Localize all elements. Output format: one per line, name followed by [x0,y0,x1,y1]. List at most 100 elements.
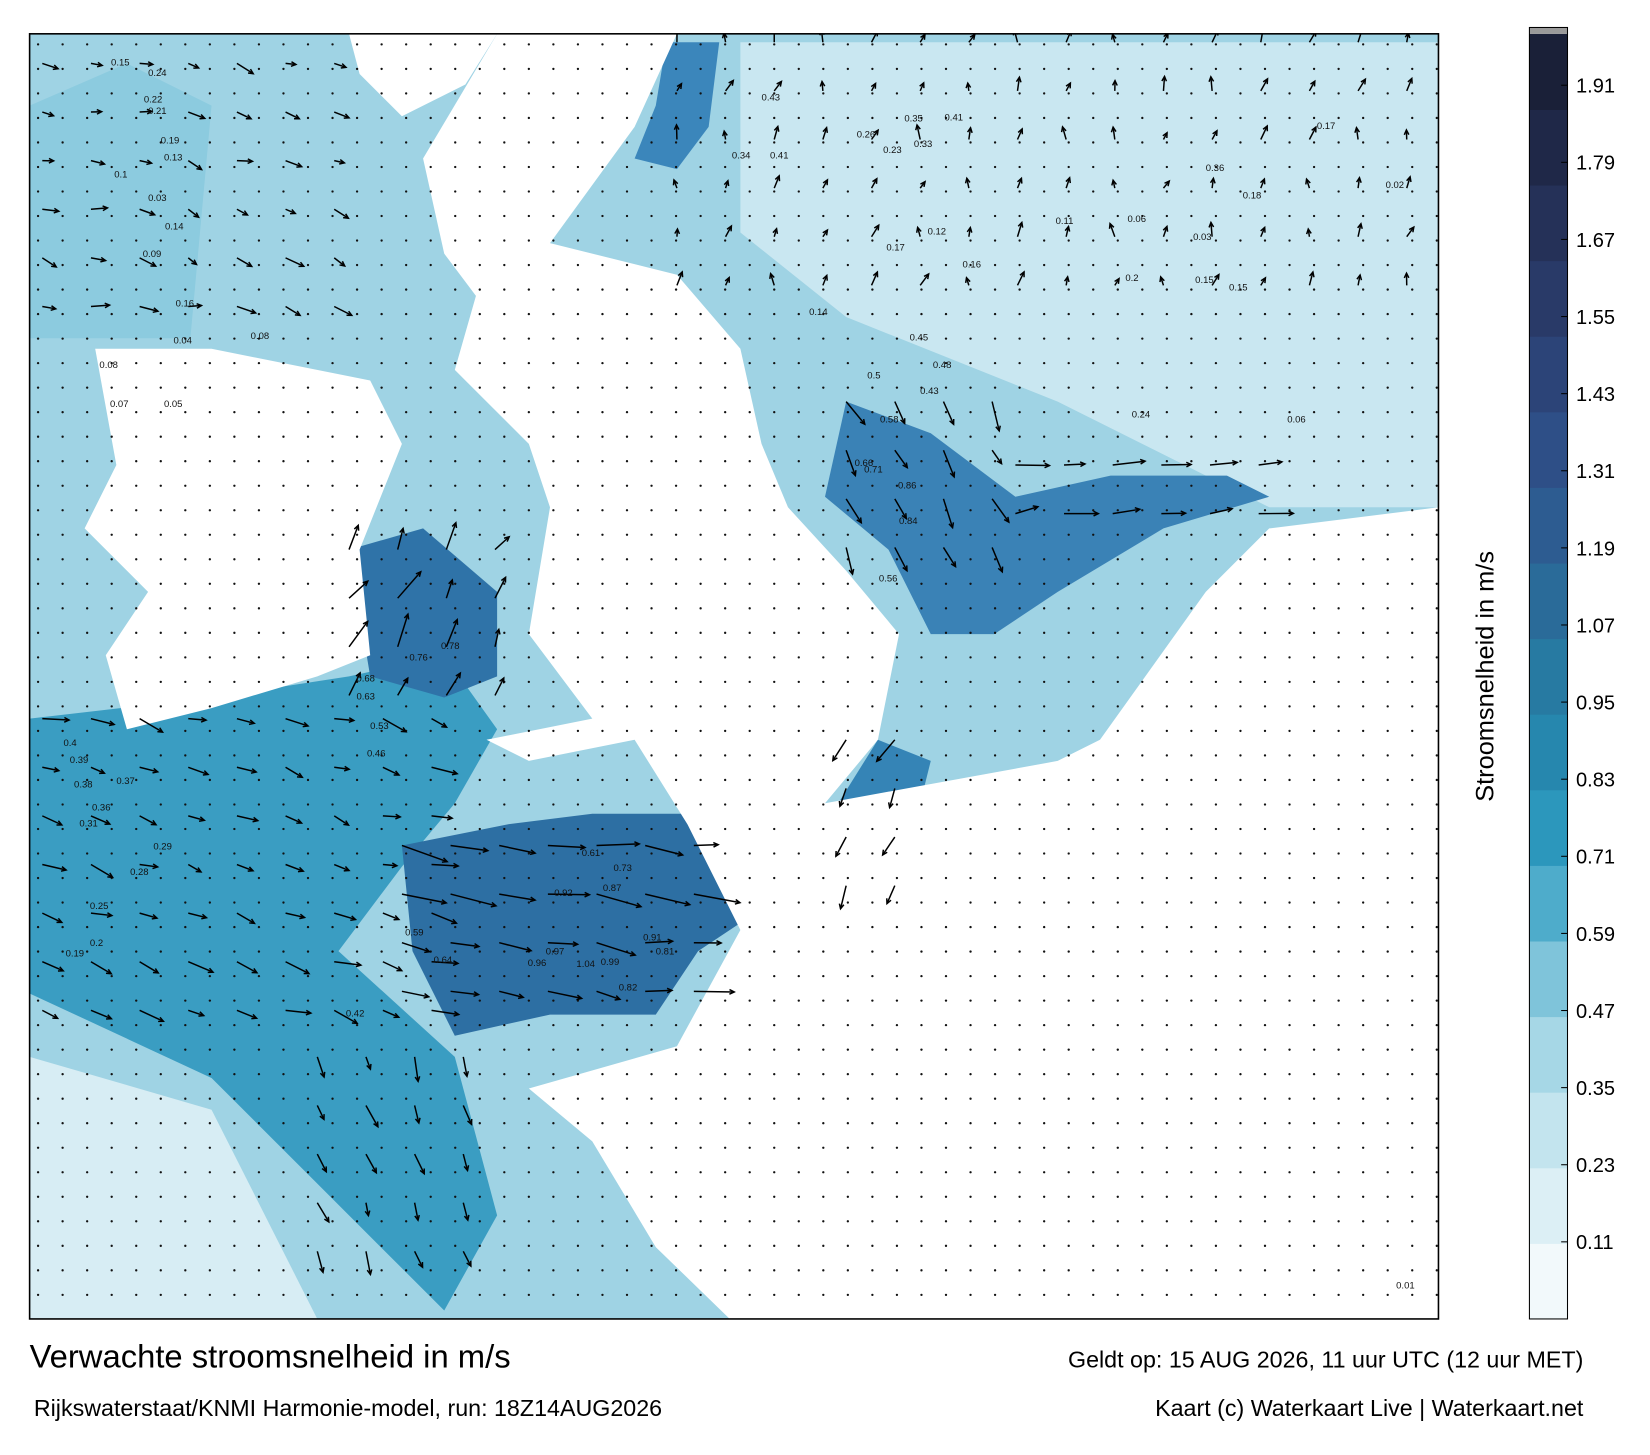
grid-dot [380,92,382,94]
grid-dot [184,607,186,609]
grid-dot [994,975,996,977]
grid-dot [1411,411,1413,413]
grid-dot [896,877,898,879]
grid-dot [1117,190,1119,192]
grid-dot [282,681,284,683]
grid-dot [601,558,603,560]
grid-dot [380,877,382,879]
grid-dot [1166,460,1168,462]
colorbar-tick-label: 0.47 [1576,1001,1615,1023]
grid-dot [331,68,333,70]
grid-dot [675,926,677,928]
grid-dot [356,1024,358,1026]
grid-dot [1018,117,1020,119]
grid-dot [479,705,481,707]
grid-dot [1018,828,1020,830]
grid-dot [1239,92,1241,94]
grid-dot [479,558,481,560]
grid-dot [650,852,652,854]
grid-dot [920,288,922,290]
grid-dot [552,264,554,266]
grid-dot [994,828,996,830]
grid-dot [1018,632,1020,634]
grid-dot [454,1147,456,1149]
grid-dot [503,901,505,903]
grid-dot [111,999,113,1001]
grid-dot [1092,68,1094,70]
grid-dot [1387,950,1389,952]
grid-dot [1387,1294,1389,1296]
grid-dot [307,681,309,683]
grid-dot [626,92,628,94]
grid-dot [86,656,88,658]
grid-dot [1313,828,1315,830]
grid-dot [675,485,677,487]
grid-dot [650,239,652,241]
grid-dot [577,1196,579,1198]
grid-dot [1264,534,1266,536]
grid-dot [896,1171,898,1173]
grid-dot [135,141,137,143]
grid-dot [233,656,235,658]
grid-dot [699,779,701,781]
grid-dot [258,141,260,143]
grid-dot [160,975,162,977]
grid-dot [1018,190,1020,192]
colorbar-band [1529,336,1567,412]
grid-dot [61,485,63,487]
grid-dot [86,583,88,585]
grid-dot [577,485,579,487]
grid-dot [1215,950,1217,952]
grid-dot [160,779,162,781]
grid-dot [847,190,849,192]
speed-label: 0.58 [880,415,899,426]
grid-dot [160,1098,162,1100]
grid-dot [528,975,530,977]
grid-dot [209,877,211,879]
grid-dot [380,681,382,683]
grid-dot [577,239,579,241]
grid-dot [37,288,39,290]
grid-dot [773,117,775,119]
grid-dot [61,681,63,683]
grid-dot [454,1196,456,1198]
grid-dot [1264,1196,1266,1198]
grid-dot [356,117,358,119]
grid-dot [430,141,432,143]
grid-dot [1436,1171,1438,1173]
grid-dot [1141,1245,1143,1247]
grid-dot [773,1269,775,1271]
grid-dot [1362,362,1364,364]
grid-dot [1436,1073,1438,1075]
grid-dot [479,828,481,830]
grid-dot [282,1196,284,1198]
speed-label: 0.41 [770,151,789,162]
grid-dot [699,117,701,119]
grid-dot [749,877,751,879]
grid-dot [773,632,775,634]
grid-dot [1092,926,1094,928]
grid-dot [1018,656,1020,658]
grid-dot [1337,926,1339,928]
grid-dot [945,190,947,192]
grid-dot [1018,1245,1020,1247]
grid-dot [724,386,726,388]
grid-dot [356,779,358,781]
grid-dot [749,1049,751,1051]
grid-dot [1166,1147,1168,1149]
grid-dot [650,436,652,438]
grid-dot [773,1220,775,1222]
grid-dot [331,852,333,854]
grid-dot [650,460,652,462]
grid-dot [1436,1269,1438,1271]
grid-dot [1166,583,1168,585]
grid-dot [380,215,382,217]
grid-dot [1043,141,1045,143]
grid-dot [1337,190,1339,192]
grid-dot [969,926,971,928]
grid-dot [1387,1122,1389,1124]
grid-dot [135,362,137,364]
grid-dot [1018,460,1020,462]
grid-dot [380,386,382,388]
grid-dot [994,386,996,388]
